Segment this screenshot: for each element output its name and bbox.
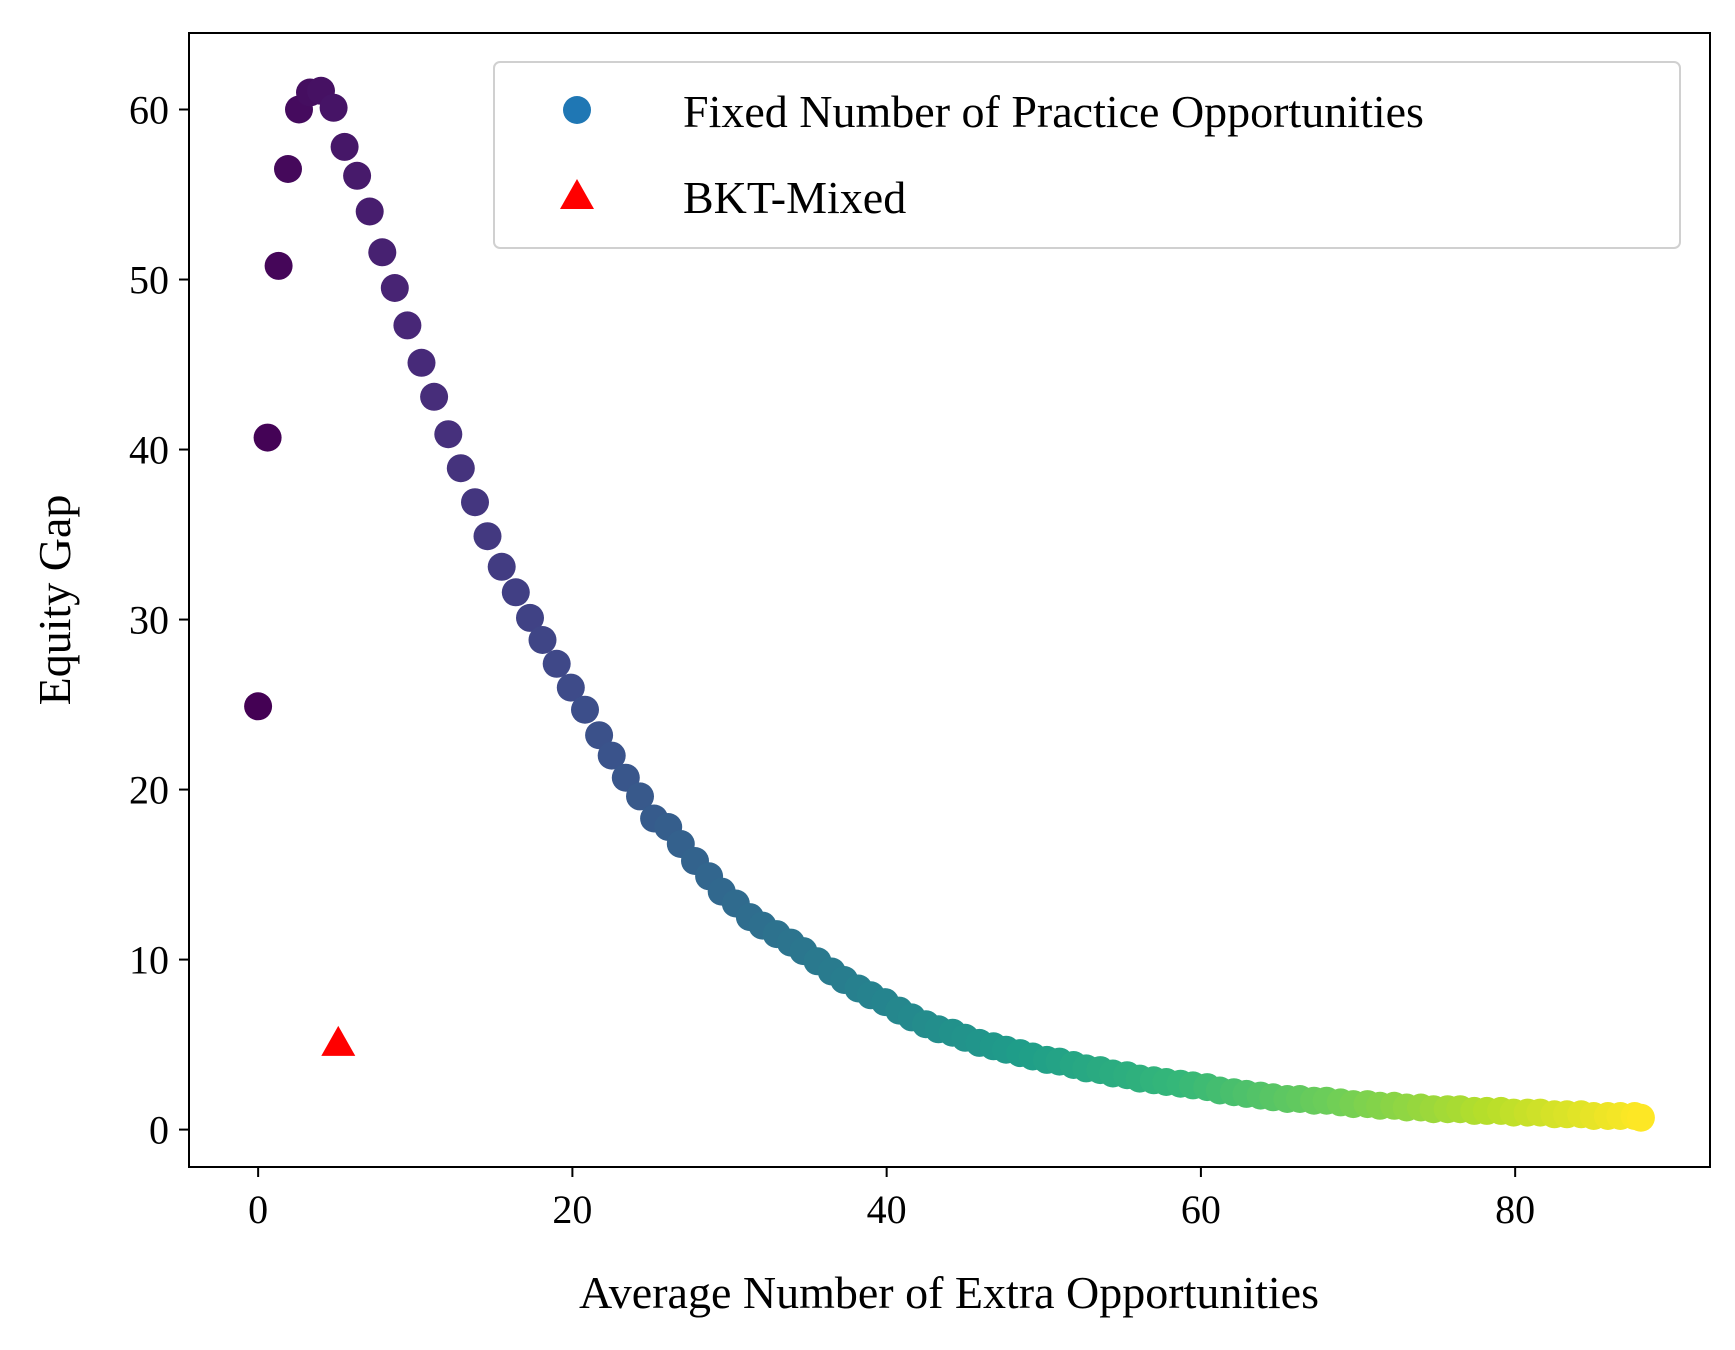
y-tick-label: 0 (149, 1108, 169, 1153)
scatter-point (501, 578, 530, 607)
scatter-point (487, 552, 516, 581)
scatter-point (626, 782, 654, 811)
scatter-point (355, 197, 384, 226)
scatter-point (542, 649, 571, 678)
scatter-point (446, 454, 475, 483)
scatter-point (516, 603, 544, 632)
scatter-point (420, 382, 449, 411)
scatter-point (368, 238, 397, 267)
x-axis-title: Average Number of Extra Opportunities (579, 1267, 1319, 1318)
y-tick-label: 50 (129, 258, 169, 303)
scatter-point (380, 274, 409, 302)
scatter-point (330, 132, 359, 161)
scatter-point (407, 348, 436, 377)
scatter-point (597, 741, 626, 770)
x-tick-label: 80 (1495, 1187, 1535, 1232)
legend-marker-fixed-practice (563, 96, 591, 124)
scatter-point (1626, 1103, 1655, 1132)
scatter-point (571, 695, 599, 724)
x-tick-label: 40 (867, 1187, 907, 1232)
x-tick-label: 60 (1181, 1187, 1221, 1232)
scatter-point (319, 93, 348, 122)
y-axis-title: Equity Gap (29, 495, 80, 706)
scatter-point (343, 161, 372, 190)
plot-frame (188, 32, 1711, 1168)
bkt-mixed-point (321, 1025, 356, 1056)
scatter-point (473, 522, 502, 551)
x-tick-label: 0 (248, 1187, 268, 1232)
x-tick-label: 20 (552, 1187, 592, 1232)
legend-label-fixed-practice: Fixed Number of Practice Opportunities (683, 86, 1424, 137)
scatter-point (434, 420, 463, 449)
scatter-point (556, 673, 585, 702)
scatter-point (253, 423, 282, 452)
scatter-point (264, 251, 293, 280)
scatter-point (244, 692, 273, 721)
y-tick-label: 20 (129, 768, 169, 813)
legend-frame (493, 61, 1681, 249)
scatter-point (461, 488, 489, 517)
y-tick-label: 60 (129, 88, 169, 133)
y-tick-label: 30 (129, 598, 169, 643)
scatter-point (585, 721, 614, 750)
legend-marker-bkt-mixed (560, 179, 594, 209)
y-tick-label: 10 (129, 938, 169, 983)
legend: Fixed Number of Practice Opportunities B… (493, 61, 1681, 249)
y-tick-label: 40 (129, 428, 169, 473)
legend-label-bkt-mixed: BKT-Mixed (683, 172, 906, 223)
scatter-point (274, 155, 302, 183)
data-points (244, 76, 1655, 1132)
scatter-point (528, 626, 557, 654)
scatter-point (393, 311, 422, 340)
x-axis: 0 20 40 60 80 (248, 1167, 1535, 1232)
y-axis: 0 10 20 30 40 50 60 (129, 88, 189, 1153)
